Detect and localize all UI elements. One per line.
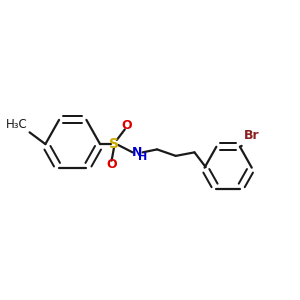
Text: S: S	[110, 137, 119, 151]
Text: O: O	[121, 119, 132, 132]
Text: O: O	[106, 158, 117, 171]
Text: N: N	[132, 146, 143, 159]
Text: H: H	[138, 152, 147, 162]
Text: Br: Br	[243, 129, 259, 142]
Text: H₃C: H₃C	[6, 118, 28, 131]
